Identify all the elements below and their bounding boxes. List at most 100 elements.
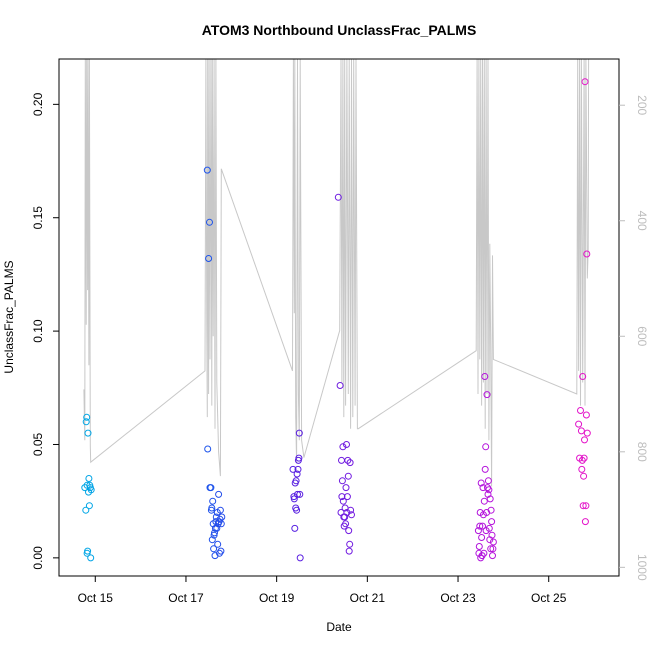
- data-point: [580, 454, 588, 462]
- y-axis-label: UnclassFrac_PALMS: [2, 260, 16, 373]
- data-point: [476, 522, 484, 530]
- data-point: [339, 497, 347, 505]
- data-point: [489, 552, 496, 560]
- data-point: [84, 547, 92, 555]
- data-point: [483, 391, 491, 399]
- data-point: [339, 443, 347, 451]
- data-point: [343, 493, 351, 501]
- data-point: [342, 520, 350, 528]
- data-point: [82, 418, 90, 426]
- data-point: [577, 427, 585, 435]
- data-point: [583, 429, 591, 437]
- data-point: [347, 506, 355, 514]
- data-point: [484, 477, 492, 485]
- data-point: [207, 484, 215, 492]
- data-point: [84, 429, 92, 437]
- data-point: [480, 549, 488, 557]
- data-point: [291, 524, 299, 532]
- data-point: [577, 407, 584, 414]
- x-tick-label: Oct 17: [168, 591, 204, 605]
- data-point: [295, 454, 303, 462]
- data-point: [338, 456, 345, 464]
- data-point: [217, 520, 225, 528]
- data-point: [580, 472, 588, 480]
- data-point: [293, 470, 301, 478]
- data-point: [216, 515, 224, 523]
- data-point: [487, 545, 495, 553]
- data-point: [204, 445, 212, 453]
- data-point: [205, 255, 213, 262]
- x-axis-label: Date: [326, 620, 352, 634]
- data-point: [345, 547, 353, 555]
- data-point: [289, 465, 297, 473]
- data-point: [294, 490, 301, 498]
- y-tick-label: 0.10: [31, 319, 45, 343]
- data-point: [346, 540, 354, 548]
- chart-title: ATOM3 Northbound UnclassFrac_PALMS: [202, 22, 477, 38]
- data-point: [208, 504, 216, 512]
- data-point: [342, 484, 350, 492]
- data-point: [482, 443, 490, 451]
- y2-tick-label: 200: [635, 95, 649, 115]
- y-tick-label: 0.15: [31, 206, 45, 230]
- y-axis: 0.00 0.05 0.10 0.15 0.20: [31, 92, 59, 570]
- x-tick-label: Oct 21: [350, 591, 386, 605]
- data-point: [488, 531, 496, 539]
- x-tick-label: Oct 23: [440, 591, 476, 605]
- data-point: [575, 420, 583, 428]
- data-point: [486, 495, 494, 503]
- data-point: [83, 413, 91, 421]
- data-point: [479, 484, 487, 492]
- data-point: [334, 193, 342, 201]
- data-point: [578, 465, 586, 473]
- data-point: [296, 554, 304, 562]
- plot-frame: [58, 58, 620, 577]
- data-point: [214, 540, 222, 548]
- y-tick-label: 0.00: [31, 546, 45, 570]
- data-point: [479, 522, 486, 530]
- data-point: [478, 552, 486, 560]
- data-point: [215, 490, 223, 498]
- data-point: [206, 218, 213, 226]
- x-tick-label: Oct 19: [259, 591, 295, 605]
- data-point: [487, 506, 495, 514]
- data-point: [343, 441, 350, 448]
- data-point: [203, 166, 211, 174]
- data-point: [477, 479, 485, 487]
- data-point: [338, 477, 346, 485]
- data-point: [292, 477, 300, 485]
- data-point: [582, 502, 590, 510]
- data-point: [85, 502, 93, 510]
- data-point: [85, 475, 93, 482]
- data-point: [346, 459, 354, 467]
- data-points-layer: [81, 78, 591, 562]
- data-point: [481, 465, 489, 473]
- data-point: [578, 456, 586, 464]
- data-point: [582, 411, 590, 419]
- profile-line-layer: [83, 58, 590, 487]
- data-point: [210, 545, 218, 553]
- data-point: [583, 250, 591, 258]
- data-point: [579, 373, 587, 380]
- data-point: [344, 456, 352, 464]
- data-point: [489, 545, 497, 553]
- y-tick-label: 0.05: [31, 432, 45, 456]
- data-point: [345, 527, 353, 535]
- y2-tick-label: 600: [635, 326, 649, 346]
- data-point: [217, 547, 225, 555]
- data-point: [579, 502, 587, 510]
- data-point: [296, 490, 304, 498]
- x-tick-label: Oct 15: [78, 591, 114, 605]
- data-point: [87, 554, 95, 562]
- data-point: [478, 534, 486, 541]
- data-point: [87, 486, 95, 494]
- y2-tick-label: 800: [635, 442, 649, 462]
- data-point: [216, 506, 224, 514]
- data-point: [295, 429, 303, 437]
- data-point: [344, 472, 352, 480]
- data-point: [336, 382, 344, 389]
- y2-tick-label: 1000: [635, 554, 649, 581]
- data-point: [481, 373, 489, 380]
- y-tick-label: 0.20: [31, 92, 45, 116]
